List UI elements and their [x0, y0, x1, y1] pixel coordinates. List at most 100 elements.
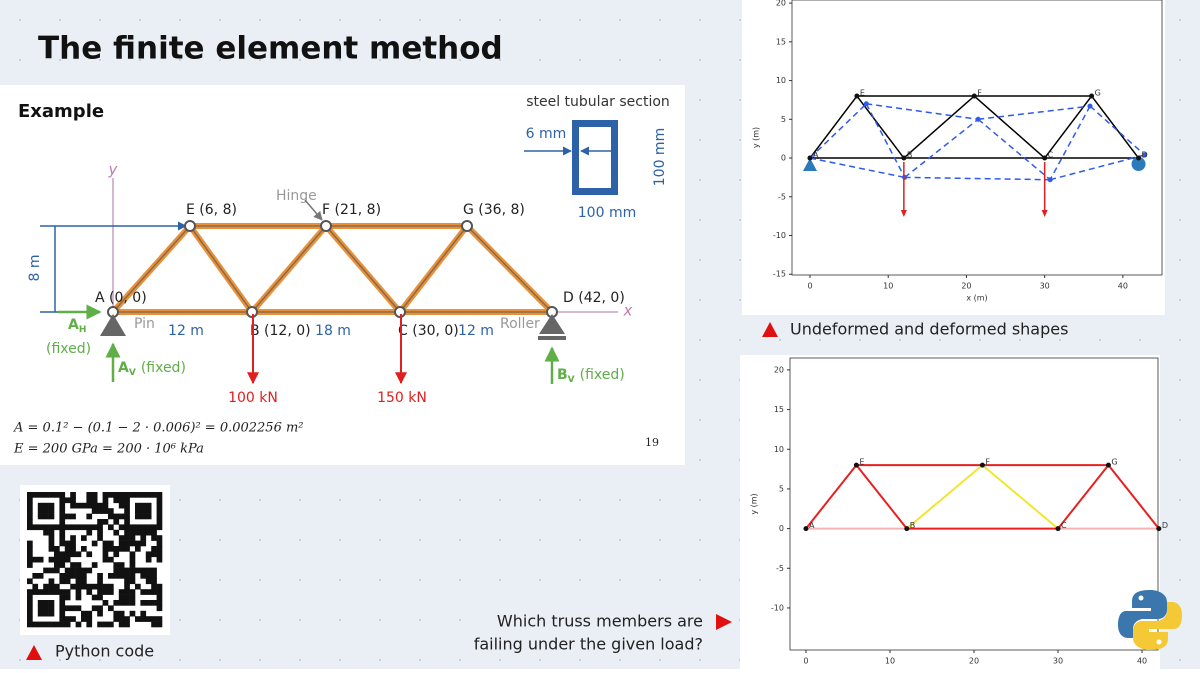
qr-module — [97, 578, 103, 585]
deformed-node — [1087, 103, 1093, 109]
qr-module — [59, 519, 66, 525]
qr-module — [54, 551, 60, 558]
qr-module — [43, 605, 49, 612]
qr-module — [59, 556, 66, 563]
qr-module — [156, 556, 163, 563]
section-inner — [579, 127, 611, 188]
qr-module — [64, 578, 71, 585]
qr-module — [81, 546, 87, 552]
qr-module — [151, 589, 157, 595]
reaction-symbol: A — [68, 317, 79, 333]
qr-module — [59, 524, 66, 531]
qr-module — [75, 578, 82, 585]
qr-module — [48, 621, 55, 628]
node-label: D — [1142, 151, 1148, 160]
x-axis-label: x (m) — [966, 294, 987, 303]
section-label: steel tubular section — [526, 94, 670, 110]
reaction-label: AH — [68, 317, 86, 335]
plots: 0 10 20 30 40 -15 -10 -5 0 5 10 15 20 x (m) y (m) A B C D E… — [750, 0, 1168, 673]
qr-module — [27, 519, 33, 525]
qr-module — [32, 556, 39, 563]
qr-module — [70, 540, 76, 547]
qr-module — [27, 589, 33, 595]
qr-module — [59, 562, 66, 568]
qr-module — [145, 508, 152, 514]
reaction-symbol: B — [557, 367, 568, 383]
y-tick-label: 0 — [779, 524, 784, 533]
qr-module — [27, 540, 33, 547]
deformed-member — [1089, 105, 1146, 156]
qr-module — [97, 589, 103, 595]
qr-module — [27, 546, 33, 552]
example-heading: Example — [18, 101, 104, 122]
qr-module — [129, 600, 136, 606]
qr-module — [27, 562, 33, 568]
node-label: F — [985, 458, 990, 467]
deformed-node — [902, 174, 908, 180]
caption-marker — [26, 645, 42, 660]
qr-module — [81, 616, 87, 622]
qr-module — [113, 513, 120, 520]
span-label: 18 m — [315, 323, 351, 339]
qr-module — [124, 519, 130, 525]
load-arrowhead — [900, 210, 907, 218]
qr-module — [86, 583, 93, 590]
qr-module — [32, 573, 39, 579]
qr-module — [118, 524, 125, 531]
qr-module — [81, 535, 87, 541]
qr-module — [86, 567, 93, 574]
qr-module — [27, 600, 33, 606]
qr-module — [48, 535, 55, 541]
qr-module — [113, 551, 120, 558]
node-label: E — [860, 89, 865, 98]
qr-module — [97, 519, 103, 525]
qr-module — [59, 508, 66, 514]
qr-module — [37, 508, 44, 514]
question-line: Which truss members are — [497, 612, 703, 631]
y-tick-label: -5 — [776, 564, 784, 573]
qr-module — [124, 621, 130, 628]
qr-module — [108, 583, 114, 590]
qr-module — [91, 605, 98, 612]
qr-module — [54, 556, 60, 563]
roller-base — [538, 336, 566, 340]
member — [1091, 95, 1140, 159]
qr-module — [75, 589, 82, 595]
qr-module — [37, 573, 44, 579]
deformed-member — [809, 103, 867, 159]
qr-module — [43, 589, 49, 595]
qr-module — [145, 567, 152, 574]
qr-module — [64, 524, 71, 531]
qr-module — [102, 600, 109, 606]
qr-module — [75, 562, 82, 568]
member — [855, 464, 908, 530]
y-tick-label: 10 — [774, 445, 784, 454]
node-label: B — [907, 151, 913, 160]
qr-module — [118, 600, 125, 606]
qr-module — [91, 508, 98, 514]
qr-module — [70, 497, 76, 504]
load-label: 150 kN — [377, 390, 427, 406]
qr-module — [129, 556, 136, 563]
x-tick-label: 20 — [969, 657, 979, 666]
y-tick-label: -5 — [778, 192, 786, 201]
member — [809, 95, 858, 159]
qr-module — [48, 605, 55, 612]
qr-module — [70, 535, 76, 541]
qr-module — [156, 502, 163, 509]
qr-module — [135, 540, 141, 547]
qr-module — [151, 600, 157, 606]
qr-module — [27, 513, 33, 520]
qr-module — [145, 524, 152, 531]
qr-module — [70, 583, 76, 590]
qr-module — [156, 594, 163, 601]
qr-code[interactable] — [27, 492, 163, 628]
qr-module — [129, 567, 136, 574]
qr-module — [64, 616, 71, 622]
plot-caption: Undeformed and deformed shapes — [790, 320, 1068, 339]
qr-module — [102, 551, 109, 558]
qr-module — [118, 616, 125, 622]
python-logo — [1118, 590, 1182, 650]
qr-module — [151, 578, 157, 585]
y-tick-label: -10 — [773, 231, 786, 240]
